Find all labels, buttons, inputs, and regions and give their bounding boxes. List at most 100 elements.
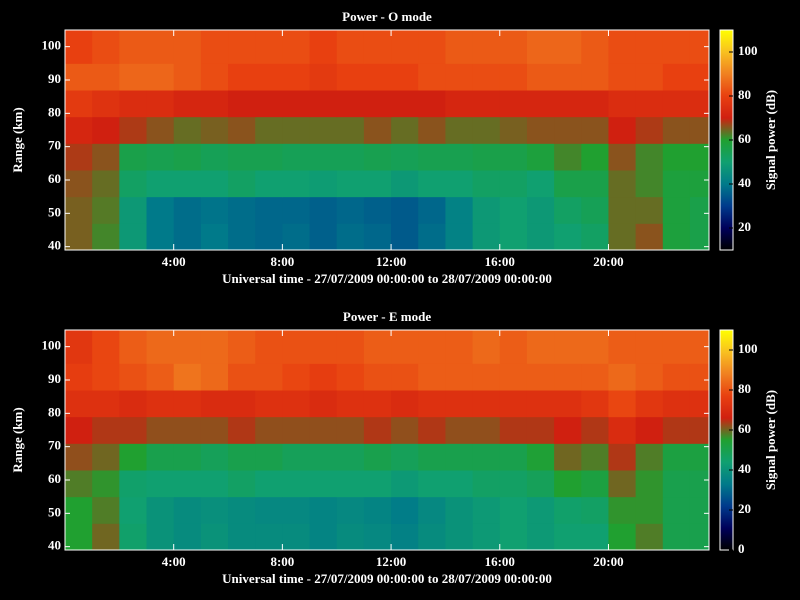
heatmap-cell: [255, 223, 283, 251]
heatmap-cell: [363, 330, 392, 364]
heatmap-cell: [662, 443, 691, 471]
heatmap-cell: [554, 390, 582, 418]
heatmap-cell: [635, 443, 664, 471]
heatmap-cell: [554, 330, 582, 364]
heatmap-cell: [554, 170, 582, 198]
heatmap-cell: [581, 223, 609, 251]
heatmap-cell: [92, 470, 120, 498]
heatmap-cell: [689, 390, 710, 418]
heatmap-cell: [581, 330, 609, 364]
chart-title: Power - O mode: [342, 9, 432, 24]
heatmap-cell: [445, 330, 474, 364]
heatmap-cell: [282, 116, 311, 144]
heatmap-cell: [635, 90, 664, 118]
heatmap-cell: [554, 470, 582, 498]
heatmap-cell: [282, 90, 311, 118]
heatmap-cell: [336, 223, 365, 251]
heatmap-cell: [445, 170, 474, 198]
heatmap-cell: [445, 63, 474, 91]
heatmap-cell: [336, 496, 365, 524]
heatmap-cell: [282, 170, 311, 198]
colorbar-label: Signal power (dB): [763, 390, 778, 490]
heatmap-cell: [363, 170, 392, 198]
heatmap-cell: [391, 196, 419, 224]
heatmap-cell: [635, 470, 664, 498]
heatmap-cell: [228, 390, 256, 418]
x-tick-label: 20:00: [593, 254, 623, 269]
heatmap-cell: [92, 363, 120, 391]
heatmap-cell: [119, 30, 148, 64]
colorbar-tick-label: 80: [738, 381, 751, 396]
heatmap-cell: [608, 223, 637, 251]
heatmap-cell: [418, 223, 446, 251]
heatmap-cell: [146, 90, 175, 118]
heatmap-cell: [662, 363, 691, 391]
colorbar-tick-label: 80: [738, 87, 751, 102]
heatmap-cell: [689, 223, 710, 251]
heatmap-cell: [309, 170, 338, 198]
heatmap-cell: [255, 143, 283, 171]
heatmap-cell: [472, 390, 501, 418]
heatmap-cell: [146, 330, 175, 364]
heatmap-cell: [65, 496, 93, 524]
heatmap-cell: [336, 170, 365, 198]
heatmap-cell: [662, 116, 691, 144]
heatmap-cell: [662, 496, 691, 524]
heatmap-cell: [92, 223, 120, 251]
heatmap-cell: [200, 363, 229, 391]
x-axis-label: Universal time - 27/07/2009 00:00:00 to …: [222, 571, 552, 586]
heatmap-cell: [92, 116, 120, 144]
colorbar-tick-label: 20: [738, 501, 751, 516]
heatmap-cell: [336, 330, 365, 364]
heatmap-cell: [336, 523, 365, 551]
heatmap-cell: [445, 523, 474, 551]
heatmap-cell: [309, 523, 338, 551]
heatmap-cell: [228, 363, 256, 391]
heatmap-cell: [418, 196, 446, 224]
heatmap-cell: [228, 143, 256, 171]
heatmap-cell: [418, 90, 446, 118]
heatmap-cell: [92, 196, 120, 224]
heatmap-cell: [200, 416, 229, 444]
heatmap-cell: [445, 143, 474, 171]
heatmap-cell: [146, 390, 175, 418]
heatmap-cell: [689, 90, 710, 118]
heatmap-cell: [662, 170, 691, 198]
heatmap-cell: [119, 63, 148, 91]
heatmap-cell: [608, 143, 637, 171]
heatmap-cell: [499, 470, 528, 498]
heatmap-cell: [581, 416, 609, 444]
y-tick-label: 100: [42, 338, 62, 353]
heatmap-cell: [309, 143, 338, 171]
heatmap-cell: [472, 443, 501, 471]
y-tick-label: 60: [48, 471, 61, 486]
x-tick-label: 12:00: [376, 254, 406, 269]
heatmap-cell: [689, 330, 710, 364]
heatmap-cell: [445, 390, 474, 418]
heatmap-cell: [146, 170, 175, 198]
heatmap-cell: [228, 330, 256, 364]
heatmap-cell: [146, 143, 175, 171]
heatmap-cell: [119, 170, 148, 198]
heatmap-cell: [200, 470, 229, 498]
heatmap-cell: [391, 416, 419, 444]
heatmap-cell: [499, 443, 528, 471]
heatmap-cell: [418, 30, 446, 64]
heatmap-cell: [472, 496, 501, 524]
heatmap-cell: [472, 416, 501, 444]
heatmap-cell: [391, 470, 419, 498]
heatmap-cell: [662, 196, 691, 224]
heatmap-cell: [282, 496, 311, 524]
heatmap-cell: [554, 416, 582, 444]
heatmap-cell: [445, 363, 474, 391]
y-tick-label: 80: [48, 104, 61, 119]
heatmap-cell: [554, 443, 582, 471]
heatmap-cell: [119, 496, 148, 524]
heatmap-cell: [119, 443, 148, 471]
heatmap-cell: [363, 30, 392, 64]
heatmap-cell: [608, 170, 637, 198]
heatmap-cell: [418, 416, 446, 444]
heatmap-cell: [200, 170, 229, 198]
heatmap-cell: [689, 416, 710, 444]
heatmap-cell: [391, 496, 419, 524]
